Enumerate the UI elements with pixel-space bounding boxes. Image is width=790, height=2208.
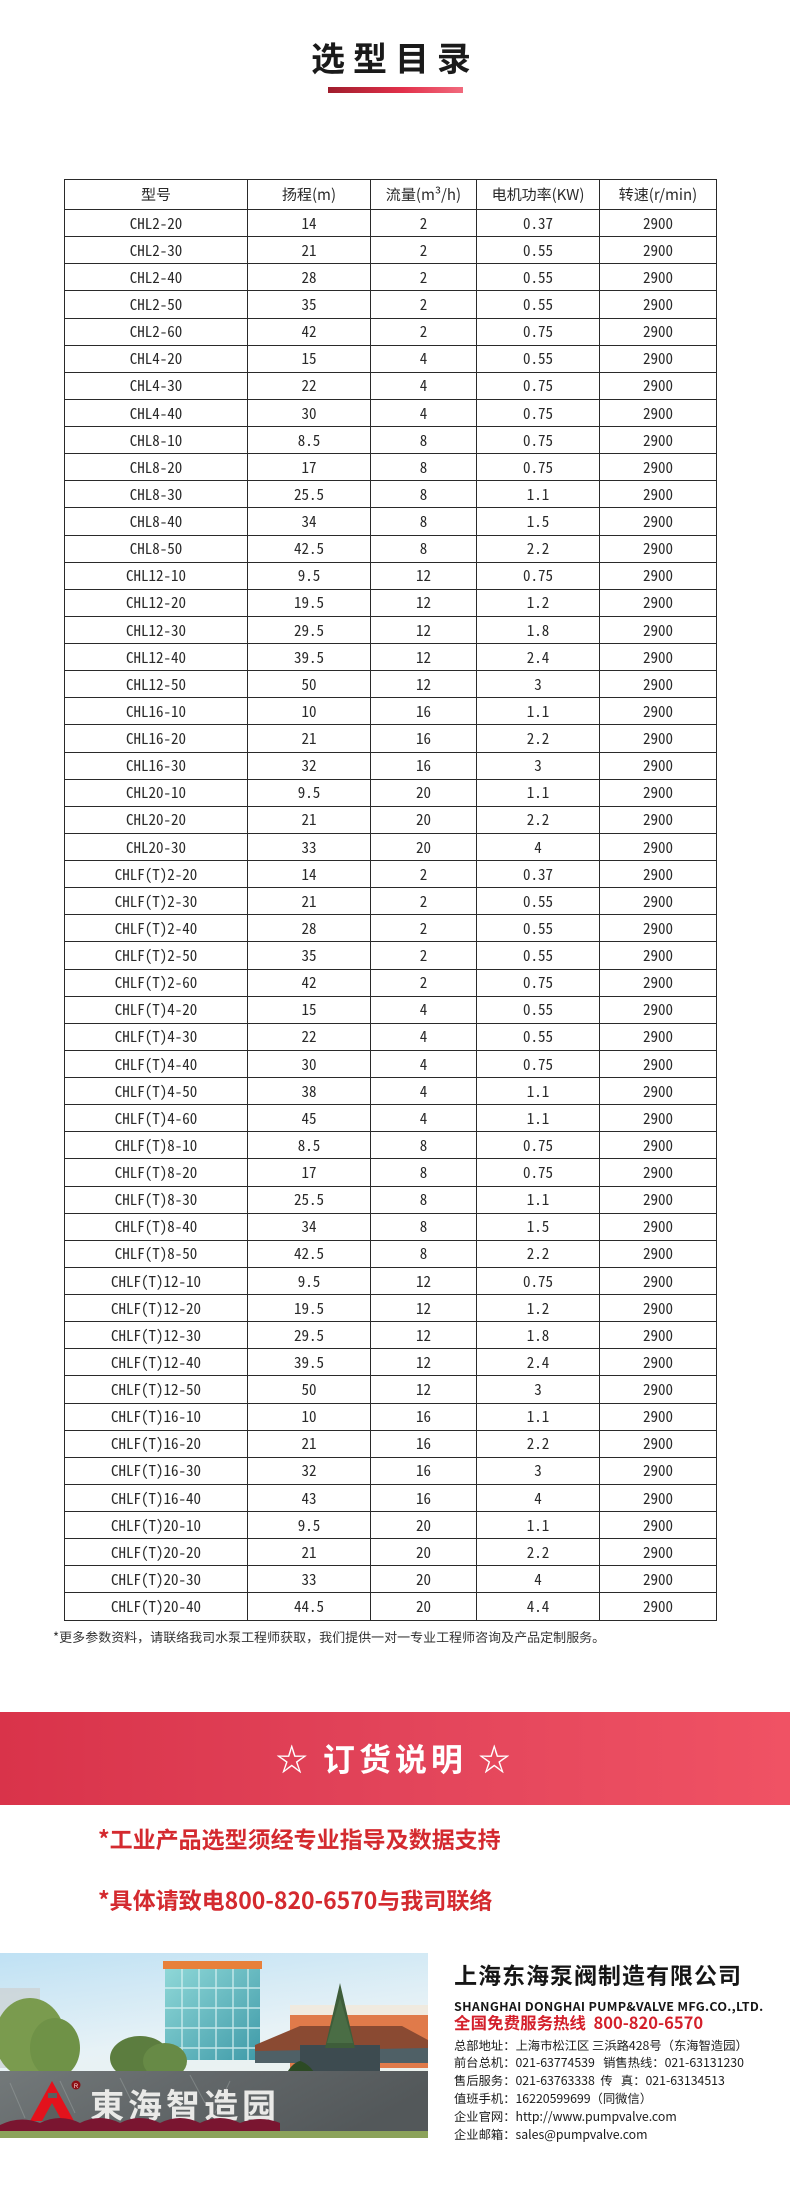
svg-text:R: R bbox=[74, 2084, 79, 2090]
